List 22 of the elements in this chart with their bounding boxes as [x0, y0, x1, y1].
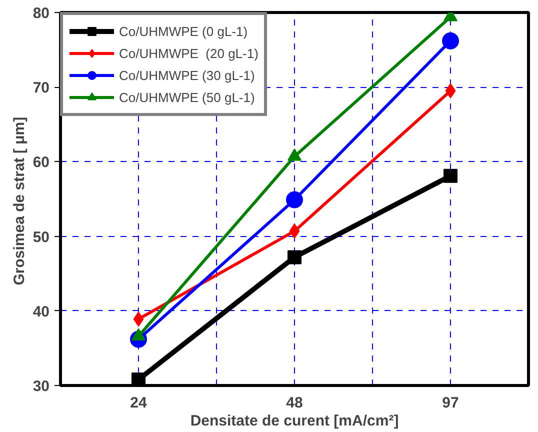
y-tick-label: 30: [32, 378, 50, 395]
y-tick-label: 60: [32, 154, 50, 172]
x-tick-label: 24: [130, 394, 148, 412]
point: [444, 168, 458, 183]
point: [289, 224, 300, 239]
y-tick-label: 50: [32, 228, 50, 246]
point: [133, 312, 144, 327]
y-tick-label: 70: [32, 80, 50, 97]
legend-label: Co/UHMWPE (0 gL-1): [119, 24, 248, 38]
x-tick-label: 97: [442, 394, 459, 412]
y-tick-label: 40: [32, 303, 50, 320]
x-tick-label: 48: [286, 394, 303, 412]
y-tick-label: 80: [32, 5, 50, 22]
x-axis-title: Densitate de curent [mA/cm²]: [190, 412, 399, 430]
y-axis-title: Grosimea de strat [ μm]: [10, 116, 28, 286]
legend-label: Co/UHMWPE (50 gL-1): [119, 90, 255, 104]
point: [442, 32, 459, 50]
legend-label: Co/UHMWPE (30 gL-1): [119, 68, 255, 82]
point: [288, 250, 302, 264]
point: [445, 83, 456, 98]
legend-label: Co/UHMWPE (20 gL-1): [119, 46, 258, 60]
point: [286, 191, 303, 208]
